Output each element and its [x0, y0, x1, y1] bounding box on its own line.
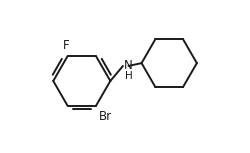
Text: F: F: [62, 39, 69, 52]
Text: Br: Br: [98, 110, 112, 123]
Text: H: H: [125, 71, 132, 81]
Text: N: N: [123, 59, 132, 72]
